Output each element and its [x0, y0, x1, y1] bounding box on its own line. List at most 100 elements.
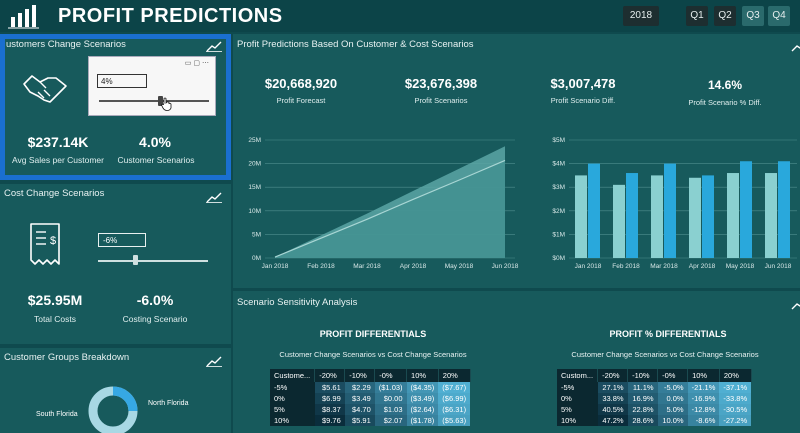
x-tick-label: Apr 2018: [400, 263, 427, 270]
column-header[interactable]: -0%: [374, 369, 408, 382]
quarter-q2-button[interactable]: Q2: [714, 6, 736, 26]
table-cell: 5.0%: [657, 404, 688, 415]
forecast-line: [274, 159, 506, 258]
year-slicer-button[interactable]: 2018: [623, 6, 659, 26]
bar: [588, 163, 600, 258]
trend-line-icon[interactable]: [791, 39, 800, 52]
table-cell: 0.0%: [657, 393, 688, 404]
table-cell: 28.6%: [627, 415, 658, 426]
customer-scenario-input[interactable]: [97, 74, 147, 88]
table-cell: $0.00: [374, 393, 407, 404]
bar: [778, 161, 790, 258]
customer-scenario-slider-track[interactable]: [99, 100, 209, 102]
handshake-icon: [22, 70, 68, 110]
x-tick-label: Jun 2018: [492, 263, 519, 270]
panel-title: Cost Change Scenarios: [4, 188, 105, 199]
quarter-q3-button[interactable]: Q3: [742, 6, 764, 26]
total-costs-label: Total Costs: [33, 314, 77, 324]
svg-text:$: $: [50, 235, 56, 247]
column-header[interactable]: 10%: [687, 369, 720, 382]
bar: [702, 175, 714, 258]
cost-scenario-slider-track[interactable]: [98, 260, 208, 262]
header-bar: PROFIT PREDICTIONS 2018 Q1 Q2 Q3 Q4: [0, 0, 800, 32]
table-cell: $2.29: [344, 382, 375, 393]
sensitivity-panel: Scenario Sensitivity Analysis PROFIT DIF…: [233, 291, 800, 433]
hand-cursor-icon: [161, 97, 173, 111]
slicer-popup-window: ▭▢⋯: [88, 56, 216, 116]
window-controls-icon[interactable]: ▭▢⋯: [184, 60, 211, 67]
column-header[interactable]: 20%: [438, 369, 471, 382]
profit-pct-differentials-matrix[interactable]: Custom... -20% -10% -0% 10% 20% -5% 27.1% 11.1% -…: [557, 369, 752, 426]
table-cell: $6.99: [314, 393, 345, 404]
table-cell: 47.2%: [597, 415, 628, 426]
table-cell: $5.61: [314, 382, 345, 393]
profit-diff-value: $3,007,478: [550, 76, 616, 91]
table-row: -5% 27.1% 11.1% -5.0% -21.1% -37.1%: [557, 382, 752, 393]
panel-title: Profit Predictions Based On Customer & C…: [237, 39, 474, 50]
table-cell: $3.49: [344, 393, 375, 404]
y-tick-label: 0M: [252, 255, 261, 262]
column-header[interactable]: -10%: [344, 369, 376, 382]
table-cell: -27.2%: [719, 415, 752, 426]
profit-forecast-label: Profit Forecast: [276, 96, 326, 105]
costing-scenario-value: -6.0%: [136, 292, 174, 308]
cost-scenario-input[interactable]: [98, 233, 146, 247]
quarter-q1-button[interactable]: Q1: [686, 6, 708, 26]
table-cell: ($1.78): [406, 415, 439, 426]
row-header: -5%: [270, 382, 315, 393]
x-tick-label: May 2018: [726, 263, 755, 270]
bar: [689, 177, 701, 258]
trend-line-icon[interactable]: [791, 297, 800, 310]
table-cell: ($7.67): [438, 382, 471, 393]
trend-line-icon[interactable]: [206, 190, 222, 203]
quarter-q4-button[interactable]: Q4: [768, 6, 790, 26]
column-header[interactable]: Custom...: [557, 369, 599, 382]
trend-line-icon[interactable]: [206, 354, 222, 367]
column-header[interactable]: Custome...: [270, 369, 316, 382]
x-tick-label: Apr 2018: [689, 263, 716, 270]
table-cell: 16.9%: [627, 393, 658, 404]
table-cell: -37.1%: [719, 382, 752, 393]
column-header[interactable]: 10%: [406, 369, 439, 382]
column-header[interactable]: -20%: [597, 369, 629, 382]
y-tick-label: $4M: [552, 161, 565, 168]
column-header[interactable]: -10%: [627, 369, 659, 382]
table-cell: 33.8%: [597, 393, 628, 404]
row-header: 0%: [557, 393, 598, 404]
profit-pct-diff-value: 14.6%: [707, 78, 743, 92]
trend-line-icon[interactable]: [206, 39, 222, 52]
y-tick-label: $3M: [552, 184, 565, 191]
profit-pct-differentials-title: PROFIT % DIFFERENTIALS: [609, 329, 727, 339]
table-cell: $2.07: [374, 415, 407, 426]
y-tick-label: $0M: [552, 255, 565, 262]
bar: [727, 173, 739, 258]
y-tick-label: $1M: [552, 231, 565, 238]
panel-title: ustomers Change Scenarios: [6, 39, 126, 50]
profit-differentials-matrix[interactable]: Custome... -20% -10% -0% 10% 20% -5% $5.61 $2.29…: [270, 369, 471, 426]
row-header: -5%: [557, 382, 598, 393]
customer-scenario-label: Customer Scenarios: [117, 155, 195, 165]
bar: [765, 173, 777, 258]
x-tick-label: Mar 2018: [353, 263, 381, 270]
cost-scenario-slider-thumb[interactable]: [133, 255, 138, 265]
profit-area-chart[interactable]: 0M 5M 10M 15M 20M 25M Jan 2018 Feb 2018 Mar 2018…: [233, 132, 523, 274]
profit-bar-chart[interactable]: $0M $1M $2M $3M $4M $5M Jan 2018 Feb 2018 Mar 20…: [539, 132, 800, 274]
table-row: -5% $5.61 $2.29 ($1.03) ($4.35) ($7.67): [270, 382, 471, 393]
y-tick-label: 15M: [248, 184, 261, 191]
x-tick-label: Jan 2018: [262, 263, 289, 270]
table-cell: -12.8%: [687, 404, 720, 415]
customer-groups-donut[interactable]: [86, 384, 140, 433]
south-florida-label: South Florida: [36, 411, 78, 418]
customer-scenario-slider-thumb[interactable]: [158, 96, 163, 106]
row-header: 5%: [557, 404, 598, 415]
table-row: 5% $8.37 $4.70 $1.03 ($2.64) ($6.31): [270, 404, 471, 415]
profit-predictions-panel: Profit Predictions Based On Customer & C…: [233, 34, 800, 288]
bar: [664, 163, 676, 258]
column-header[interactable]: 20%: [719, 369, 752, 382]
bar: [626, 173, 638, 258]
column-header[interactable]: -0%: [657, 369, 689, 382]
table-cell: -21.1%: [687, 382, 720, 393]
table-cell: ($3.49): [406, 393, 439, 404]
column-header[interactable]: -20%: [314, 369, 346, 382]
table-cell: -5.0%: [657, 382, 688, 393]
